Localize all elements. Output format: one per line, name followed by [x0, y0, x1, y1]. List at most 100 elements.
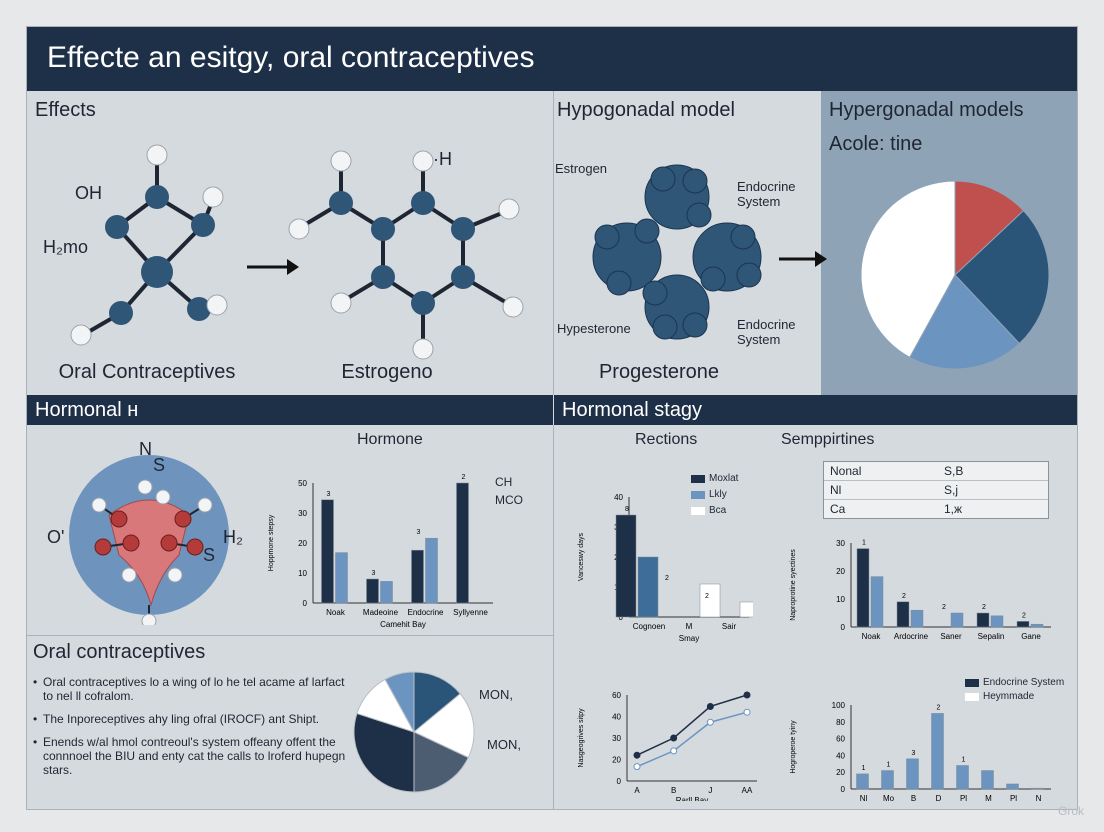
x-tick-label: Pl [960, 794, 967, 803]
x-tick-label: M [686, 622, 693, 631]
x-tick-label: Noak [326, 608, 346, 617]
table-row: Ca 1,ж [830, 502, 963, 516]
data-label: 3 [417, 529, 421, 536]
data-point [670, 747, 678, 755]
band-left-label: Hormonal н [35, 399, 139, 421]
divider [553, 91, 554, 395]
x-tick-label: Madeoine [363, 608, 399, 617]
data-label: 2 [942, 604, 946, 611]
legend-swatch [965, 679, 979, 687]
molecule-estrogeno [288, 150, 524, 360]
endocrine-bar-chart: 100 80 60 40 20 0 Nl Mo B D Pl M Pl N 1 1 3 2 1 Hogroperoe … [790, 701, 1051, 803]
pie-slice [353, 712, 415, 793]
semp-title: Semppirtines [781, 431, 875, 448]
x-tick-label: Gane [1021, 632, 1041, 641]
data-point [633, 751, 641, 759]
title-bar: Effecte an esitgy, oral contraceptives [27, 27, 1077, 91]
y-tick-label: 60 [612, 691, 621, 700]
pie-chart-hyper [860, 180, 1050, 370]
arrow-icon [779, 251, 827, 267]
estrogeno-caption: Estrogeno [341, 361, 433, 383]
bullet-item: Enends w/al hmol contreoul's system offe… [33, 735, 353, 777]
infographic-panel: Effecte an esitgy, oral contraceptives E… [26, 26, 1078, 810]
y-tick-label: 20 [612, 756, 621, 765]
y-tick-label: 50 [298, 479, 307, 488]
bar [1031, 787, 1044, 790]
bar [910, 609, 924, 628]
y-tick-label: 0 [619, 613, 624, 622]
h2-label: H₂ [223, 527, 243, 547]
watermark: Grok [1057, 804, 1084, 818]
bar [1016, 621, 1030, 628]
band-right: Hormonal stagy [554, 395, 1077, 425]
bullet-list: Oral contraceptives lo a wing of lo he t… [33, 675, 353, 786]
data-label: 1 [862, 540, 866, 547]
bar [881, 770, 894, 790]
hormone-chart-title: Hormone [357, 431, 423, 448]
y-tick-label: 10 [836, 595, 845, 604]
hormone-molecule [69, 455, 229, 625]
divider [553, 425, 554, 809]
pie-label-mon-1: MON, [479, 687, 513, 702]
y-axis-label: Hoppmone stepsy [268, 514, 275, 571]
h-label: ·H [433, 149, 452, 169]
data-label: 2 [982, 604, 986, 611]
band-left: Hormonal н [27, 395, 553, 425]
oral-section-title: Oral contraceptives [33, 641, 206, 663]
pie-chart-oral [353, 671, 475, 793]
bar [956, 765, 969, 790]
table-row: Nl S,ј [824, 481, 1048, 500]
data-label: 1 [862, 765, 866, 772]
series-line [636, 711, 748, 768]
bar [366, 578, 379, 604]
oh-label: OH [75, 183, 102, 203]
y-axis-label: Vanceswy days [578, 532, 585, 581]
x-tick-label: AA [742, 786, 753, 795]
protein-cluster [592, 164, 762, 340]
bar [425, 537, 438, 604]
legend-mco: MCO [495, 493, 523, 507]
data-point [670, 734, 678, 742]
oral-contraceptives-caption: Oral Contraceptives [58, 361, 236, 383]
line-chart: 60 40 30 20 0 A B J AA Nasgeogrives sitpy Rarll Ba… [578, 691, 757, 801]
hormone-bar-chart: 50 30 20 10 0 Noak Madeoine Endocrine Syllyenne 3… [268, 474, 493, 629]
bar [976, 612, 990, 628]
x-tick-label: Nl [860, 794, 868, 803]
y-tick-label: 0 [617, 777, 622, 786]
semp-bar-chart: 30 20 10 0 Noak Ardocrine Saner Sepalin Gane 1 2 2 2… [790, 539, 1051, 641]
x-tick-label: B [911, 794, 916, 803]
y-tick-label: 10 [298, 569, 307, 578]
y-tick-label: 40 [612, 713, 621, 722]
y-axis-label: Naproprotine syectines [790, 549, 797, 621]
estrogen-label: Estrogen [555, 161, 608, 176]
data-label: 2 [665, 575, 669, 582]
bar [856, 773, 869, 790]
y-tick-label: 30 [612, 734, 621, 743]
y-tick-label: 20 [836, 567, 845, 576]
pie-slice [954, 180, 1025, 277]
y-axis-label: Nasgeogrives sitpy [578, 708, 585, 768]
table-row: Nonal S,B [824, 462, 1048, 481]
data-point [706, 718, 714, 726]
data-label: 8 [625, 506, 629, 513]
bullet-item: Oral contraceptives lo a wing of lo he t… [33, 675, 353, 703]
series-line [636, 694, 748, 756]
data-label: 1 [887, 762, 891, 769]
x-tick-label: A [634, 786, 640, 795]
pie-slice [860, 180, 956, 359]
bar [950, 612, 964, 628]
bullet-item: The Inporeceptives ahy ling ofral (IROCF… [33, 712, 353, 726]
pie-slice [954, 209, 1050, 345]
molecule-oral-contraceptives [70, 144, 228, 346]
x-tick-label: N [1036, 794, 1042, 803]
data-label: 2 [1022, 612, 1026, 619]
y-tick-label: 0 [841, 623, 846, 632]
legend-ch: CH [495, 475, 513, 489]
rections-title: Rections [635, 431, 698, 448]
x-tick-label: Cognoen [633, 622, 665, 631]
band-right-label: Hormonal stagy [562, 399, 703, 421]
legend-swatch [691, 507, 705, 515]
bar [870, 576, 884, 628]
n-label: N [139, 439, 152, 459]
x-tick-label: J [708, 786, 712, 795]
